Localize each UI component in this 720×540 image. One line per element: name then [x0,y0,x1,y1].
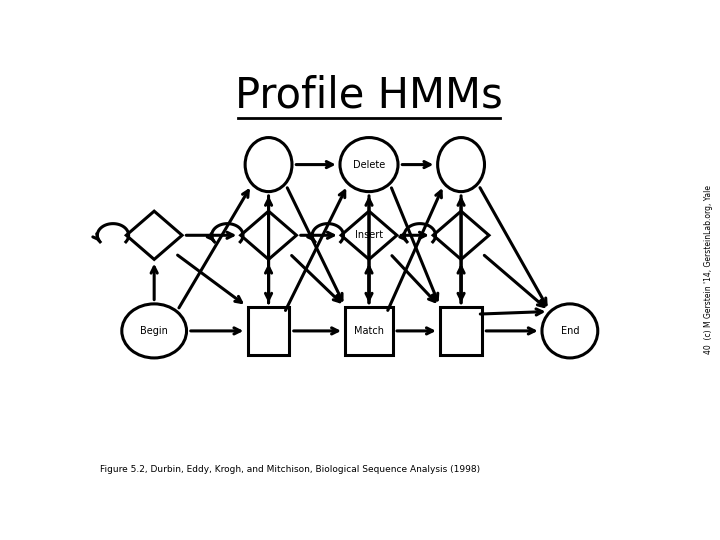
Bar [440,307,482,355]
Text: Begin: Begin [140,326,168,336]
Bar [248,307,289,355]
Text: Insert: Insert [355,230,383,240]
Bar [346,307,392,355]
Text: Figure 5.2, Durbin, Eddy, Krogh, and Mitchison, Biological Sequence Analysis (19: Figure 5.2, Durbin, Eddy, Krogh, and Mit… [100,465,480,474]
Text: 40  (c) M Gerstein '14, GersteinLab.org, Yale: 40 (c) M Gerstein '14, GersteinLab.org, … [703,186,713,354]
Text: Delete: Delete [353,160,385,170]
Text: Profile HMMs: Profile HMMs [235,75,503,117]
Text: End: End [561,326,579,336]
Text: Match: Match [354,326,384,336]
